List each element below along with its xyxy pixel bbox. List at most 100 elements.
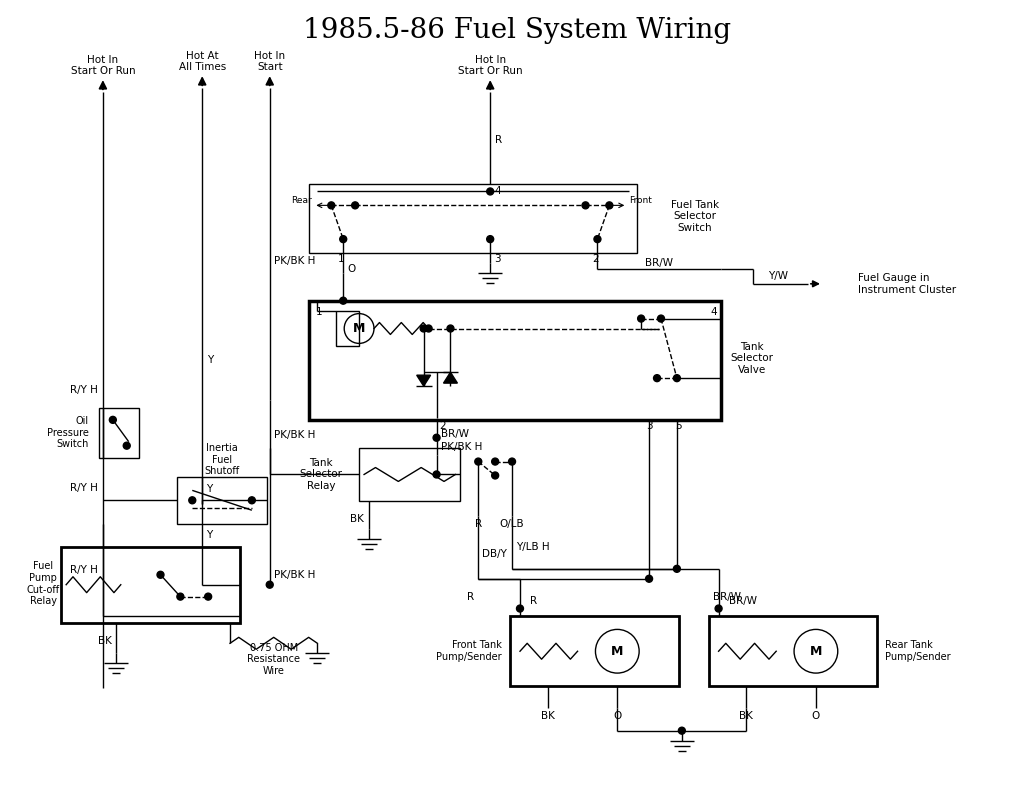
Text: 2: 2 bbox=[440, 421, 446, 431]
Text: Y: Y bbox=[206, 530, 212, 540]
Text: Fuel
Pump
Cut-off
Relay: Fuel Pump Cut-off Relay bbox=[27, 562, 60, 606]
Text: 1: 1 bbox=[337, 254, 345, 264]
Text: Rear Tank
Pump/Sender: Rear Tank Pump/Sender bbox=[885, 641, 951, 662]
Polygon shape bbox=[444, 372, 457, 383]
Text: R: R bbox=[530, 595, 537, 606]
Text: 4: 4 bbox=[494, 186, 501, 195]
Text: R: R bbox=[467, 592, 474, 602]
Circle shape bbox=[638, 315, 645, 322]
Text: Y/W: Y/W bbox=[768, 271, 789, 281]
Circle shape bbox=[508, 458, 515, 465]
Circle shape bbox=[425, 325, 432, 332]
Polygon shape bbox=[417, 375, 431, 386]
Circle shape bbox=[110, 416, 116, 423]
Circle shape bbox=[339, 236, 347, 242]
Bar bbox=[309, 183, 638, 253]
Text: PK/BK H: PK/BK H bbox=[273, 256, 315, 266]
Circle shape bbox=[674, 566, 680, 572]
Text: BK: BK bbox=[350, 514, 364, 524]
Text: BK: BK bbox=[98, 636, 112, 646]
Text: R: R bbox=[475, 519, 482, 529]
Text: O: O bbox=[613, 710, 621, 721]
Text: 4: 4 bbox=[710, 306, 716, 317]
Circle shape bbox=[516, 605, 524, 612]
Bar bbox=[99, 408, 139, 458]
Text: Fuel Gauge in
Instrument Cluster: Fuel Gauge in Instrument Cluster bbox=[858, 273, 955, 294]
Text: Y: Y bbox=[207, 355, 213, 366]
Text: Tank
Selector
Relay: Tank Selector Relay bbox=[300, 458, 343, 491]
Text: 5: 5 bbox=[676, 421, 682, 431]
Circle shape bbox=[177, 593, 184, 600]
Text: Front Tank
Pump/Sender: Front Tank Pump/Sender bbox=[437, 641, 502, 662]
Text: Y: Y bbox=[206, 484, 212, 494]
Circle shape bbox=[646, 575, 652, 582]
Text: 1: 1 bbox=[316, 306, 322, 317]
Circle shape bbox=[123, 442, 130, 449]
Text: BK: BK bbox=[541, 710, 555, 721]
Text: Hot In
Start: Hot In Start bbox=[255, 50, 286, 72]
Circle shape bbox=[188, 497, 196, 504]
Text: Oil
Pressure
Switch: Oil Pressure Switch bbox=[48, 416, 89, 450]
Circle shape bbox=[475, 458, 481, 465]
Circle shape bbox=[433, 434, 440, 442]
Text: O: O bbox=[347, 264, 355, 274]
Text: DB/Y: DB/Y bbox=[482, 549, 507, 559]
Circle shape bbox=[205, 593, 211, 600]
Text: Front: Front bbox=[629, 196, 652, 205]
Text: O: O bbox=[811, 710, 820, 721]
Circle shape bbox=[447, 325, 454, 332]
Circle shape bbox=[594, 236, 601, 242]
Text: BR/W: BR/W bbox=[713, 592, 741, 602]
Text: R: R bbox=[495, 135, 502, 145]
Circle shape bbox=[605, 202, 613, 209]
Text: Inertia
Fuel
Shutoff: Inertia Fuel Shutoff bbox=[205, 443, 240, 476]
Text: R/Y H: R/Y H bbox=[70, 565, 98, 575]
Text: M: M bbox=[611, 645, 623, 658]
Text: M: M bbox=[809, 645, 822, 658]
Text: O/LB: O/LB bbox=[500, 519, 525, 529]
Text: PK/BK H: PK/BK H bbox=[273, 570, 315, 580]
Bar bbox=[359, 448, 461, 502]
Text: Rear: Rear bbox=[291, 196, 312, 205]
Circle shape bbox=[328, 202, 334, 209]
Text: Fuel Tank
Selector
Switch: Fuel Tank Selector Switch bbox=[671, 200, 719, 233]
Bar bbox=[61, 547, 240, 623]
Circle shape bbox=[248, 497, 256, 504]
Text: BK: BK bbox=[739, 710, 753, 721]
Bar bbox=[709, 617, 878, 686]
Circle shape bbox=[433, 471, 440, 478]
Bar bbox=[177, 478, 267, 524]
Circle shape bbox=[420, 325, 427, 332]
Text: R/Y H: R/Y H bbox=[70, 385, 98, 395]
Text: M: M bbox=[353, 322, 365, 335]
Text: Y/LB H: Y/LB H bbox=[516, 542, 550, 552]
Circle shape bbox=[657, 315, 664, 322]
Circle shape bbox=[486, 188, 494, 195]
Text: BR/W: BR/W bbox=[729, 595, 757, 606]
Text: BR/W: BR/W bbox=[441, 429, 469, 438]
Circle shape bbox=[339, 298, 347, 304]
Text: Hot In
Start Or Run: Hot In Start Or Run bbox=[457, 54, 523, 76]
Text: 0.75 OHM
Resistance
Wire: 0.75 OHM Resistance Wire bbox=[247, 642, 300, 676]
Text: 3: 3 bbox=[494, 254, 501, 264]
Text: Hot In
Start Or Run: Hot In Start Or Run bbox=[70, 54, 136, 76]
Circle shape bbox=[492, 458, 499, 465]
Circle shape bbox=[157, 571, 164, 578]
Circle shape bbox=[674, 374, 680, 382]
Text: PK/BK H: PK/BK H bbox=[441, 442, 482, 452]
Circle shape bbox=[352, 202, 358, 209]
Circle shape bbox=[678, 727, 685, 734]
Bar bbox=[309, 301, 720, 420]
Bar bbox=[510, 617, 679, 686]
Text: Tank
Selector
Valve: Tank Selector Valve bbox=[731, 342, 774, 375]
Text: Hot At
All Times: Hot At All Times bbox=[179, 50, 226, 72]
Circle shape bbox=[266, 582, 273, 588]
Circle shape bbox=[653, 374, 660, 382]
Text: PK/BK H: PK/BK H bbox=[273, 430, 315, 440]
Circle shape bbox=[486, 236, 494, 242]
Circle shape bbox=[715, 605, 722, 612]
Circle shape bbox=[582, 202, 589, 209]
Text: 2: 2 bbox=[592, 254, 599, 264]
Circle shape bbox=[492, 472, 499, 479]
Bar bbox=[336, 310, 359, 346]
